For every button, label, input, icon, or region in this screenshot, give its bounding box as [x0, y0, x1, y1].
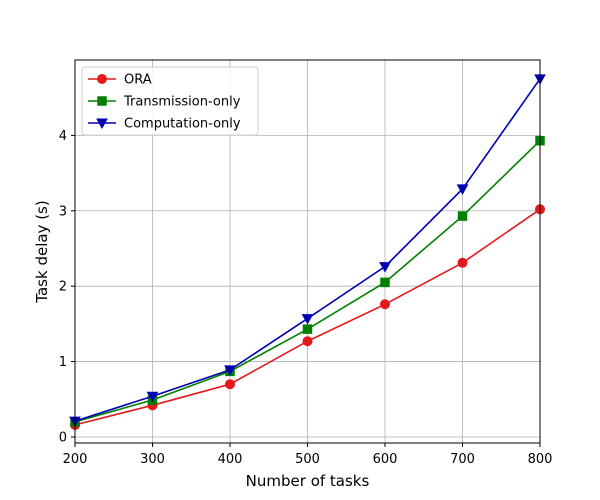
y-axis-label: Task delay (s): [33, 200, 51, 303]
axis-ticks: 200 300 400 500 600 700 800 0 1 2 3 4: [59, 129, 553, 467]
data-point-transmission-only: [457, 211, 468, 221]
y-tick-label: 1: [59, 355, 67, 370]
x-tick-label: 800: [528, 452, 553, 467]
legend: ORA Transmission-only Computation-only: [81, 66, 259, 136]
legend-box: [81, 66, 259, 136]
y-tick-label: 3: [59, 204, 67, 219]
y-tick-label: 0: [59, 430, 67, 445]
legend-marker-ora: [97, 74, 107, 84]
x-tick-label: 400: [218, 452, 243, 467]
legend-label-ora: ORA: [124, 73, 152, 88]
data-point-computation-only: [456, 184, 469, 195]
data-point-transmission-only: [302, 324, 313, 334]
x-tick-label: 600: [373, 452, 398, 467]
y-tick-label: 2: [59, 280, 67, 295]
data-point-computation-only: [146, 391, 159, 403]
x-tick-label: 200: [63, 452, 88, 467]
data-point-ora: [380, 299, 390, 310]
legend-marker-transmission-only: [97, 96, 107, 106]
data-point-computation-only: [379, 262, 391, 273]
data-point-ora: [457, 257, 468, 268]
data-point-ora: [302, 336, 313, 347]
x-tick-label: 500: [295, 452, 320, 467]
x-axis-label: Number of tasks: [246, 472, 370, 490]
x-tick-label: 300: [140, 452, 165, 467]
data-point-computation-only: [301, 314, 314, 325]
data-point-transmission-only: [380, 277, 390, 288]
legend-label-transmission-only: Transmission-only: [123, 95, 241, 110]
y-tick-label: 4: [59, 129, 67, 144]
x-tick-label: 700: [450, 452, 475, 467]
series-group: [69, 74, 546, 430]
data-point-computation-only: [224, 365, 236, 376]
legend-marker-computation-only: [96, 118, 108, 130]
legend-label-computation-only: Computation-only: [124, 117, 241, 132]
data-point-ora: [225, 379, 235, 390]
